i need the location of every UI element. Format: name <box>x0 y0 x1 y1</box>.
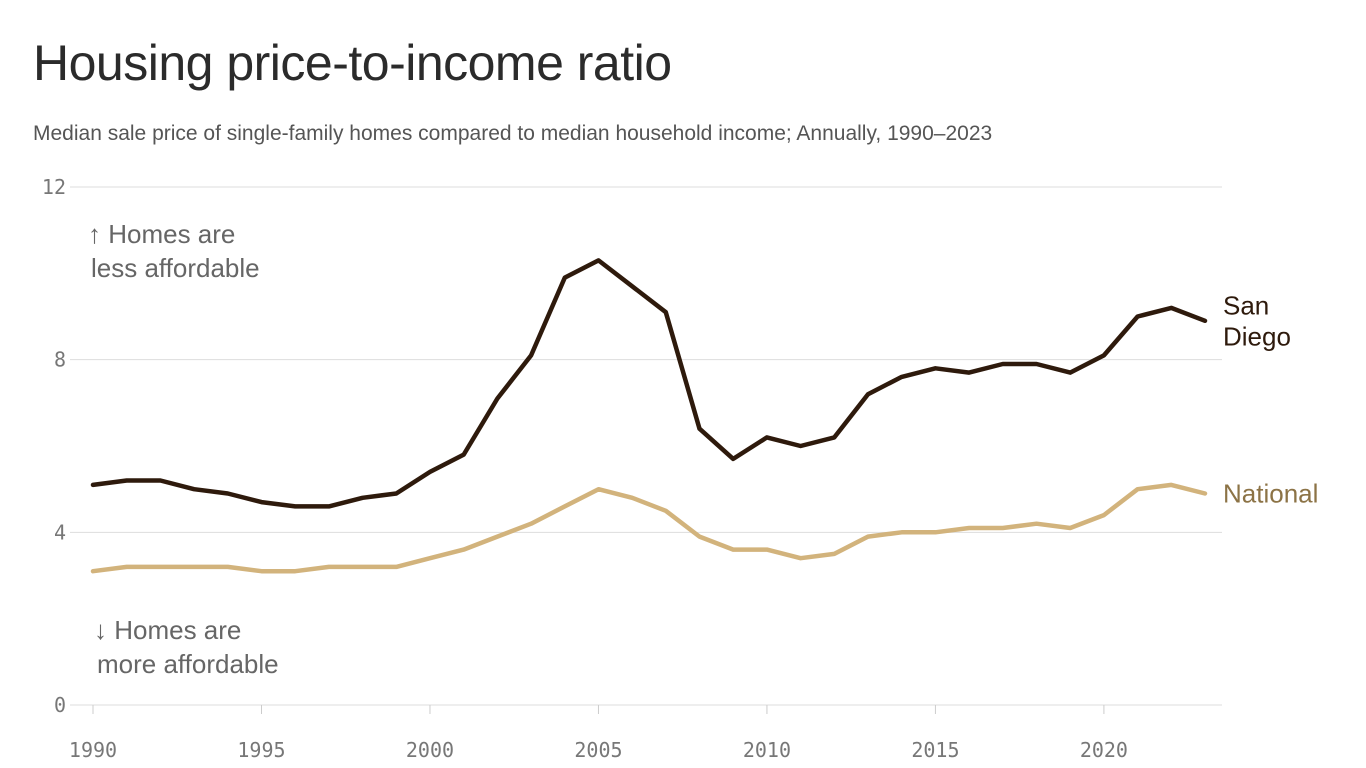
y-axis-ticks: 0 4 8 12 <box>42 175 66 717</box>
series-lines <box>90 258 1208 574</box>
chart-subtitle: Median sale price of single-family homes… <box>33 122 993 145</box>
y-tick-label: 8 <box>54 348 66 372</box>
x-axis-ticks: 1990 1995 2000 2005 2010 2015 2020 <box>69 705 1128 762</box>
y-tick-label: 0 <box>54 693 66 717</box>
x-tick-label: 2005 <box>574 738 622 762</box>
chart-title: Housing price-to-income ratio <box>33 35 672 91</box>
x-tick-label: 1990 <box>69 738 117 762</box>
series-label-san-diego: San <box>1223 290 1269 320</box>
annotation-down-line-2: more affordable <box>97 649 279 679</box>
x-tick-label: 2010 <box>743 738 791 762</box>
x-tick-label: 2000 <box>406 738 454 762</box>
series-label-national: National <box>1223 478 1318 508</box>
x-tick-label: 1995 <box>237 738 285 762</box>
y-tick-label: 4 <box>54 520 66 544</box>
y-tick-label: 12 <box>42 175 66 199</box>
series-line-san-diego <box>90 258 1208 509</box>
series-label-san-diego: Diego <box>1223 321 1291 351</box>
gridlines <box>70 186 1222 706</box>
series-line-national <box>90 482 1208 574</box>
annotation-up-line-2: less affordable <box>91 253 260 283</box>
annotation-up-line-1: ↑ Homes are <box>88 219 235 249</box>
x-tick-label: 2020 <box>1080 738 1128 762</box>
annotation-down-line-1: ↓ Homes are <box>94 615 241 645</box>
annotations: ↑ Homes are less affordable ↓ Homes are … <box>88 219 279 679</box>
x-tick-label: 2015 <box>911 738 959 762</box>
